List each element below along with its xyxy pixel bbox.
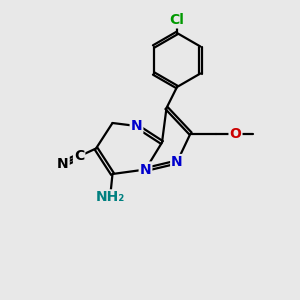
Text: NH₂: NH₂ (95, 190, 125, 204)
Text: O: O (230, 127, 242, 140)
Text: N: N (131, 119, 142, 133)
Text: Cl: Cl (169, 14, 184, 27)
Text: N: N (140, 163, 151, 176)
Text: N: N (57, 157, 69, 171)
Text: N: N (171, 155, 183, 169)
Text: C: C (74, 149, 84, 164)
